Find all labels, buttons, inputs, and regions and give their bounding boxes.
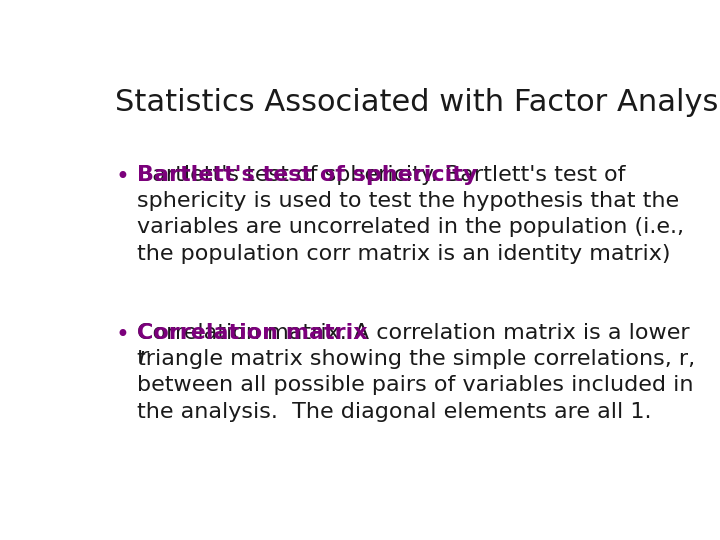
Text: •: • [115, 165, 129, 188]
Text: Correlation matrix: Correlation matrix [138, 322, 368, 342]
Text: •: • [115, 322, 129, 347]
Text: Statistics Associated with Factor Analysis: Statistics Associated with Factor Analys… [115, 87, 720, 117]
Text: r: r [138, 347, 148, 367]
Text: Bartlett's test of sphericity. Bartlett's test of
sphericity is used to test the: Bartlett's test of sphericity. Bartlett'… [138, 165, 685, 264]
Text: Bartlett's test of sphericity: Bartlett's test of sphericity [138, 165, 478, 185]
Text: Correlation matrix. A correlation matrix is a lower
triangle matrix showing the : Correlation matrix. A correlation matrix… [138, 322, 696, 422]
